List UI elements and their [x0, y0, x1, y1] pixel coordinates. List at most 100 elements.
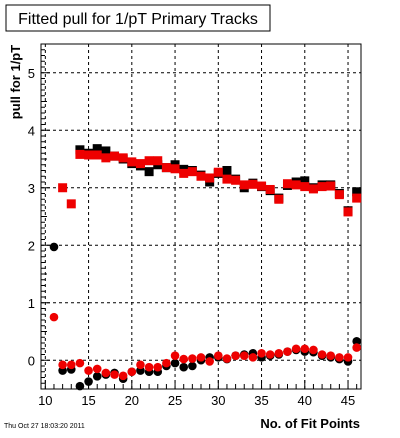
square-marker: [58, 183, 68, 193]
y-tick-label: 5: [28, 66, 35, 81]
square-marker: [308, 184, 318, 194]
x-tick-label: 25: [168, 393, 182, 408]
diamond-marker: [213, 351, 223, 360]
square-marker: [231, 175, 241, 185]
grid-lines: [41, 44, 361, 389]
x-tick-label: 10: [38, 393, 52, 408]
diamond-marker: [136, 360, 145, 370]
diamond-marker: [326, 351, 336, 360]
axis-ticks: [41, 43, 358, 390]
diamond-marker: [84, 366, 93, 375]
square-marker: [282, 179, 292, 189]
diamond-marker: [101, 368, 111, 378]
square-marker: [118, 153, 128, 163]
square-marker: [300, 182, 310, 192]
circle-marker: [188, 361, 197, 371]
diamond-marker: [205, 357, 214, 366]
footer-timestamp: Thu Oct 27 18:03:20 2011: [4, 423, 85, 430]
diamond-marker: [239, 351, 249, 360]
diamond-marker: [127, 367, 137, 377]
diamond-marker: [118, 371, 128, 381]
diamond-marker: [283, 347, 292, 356]
diamond-marker: [66, 360, 76, 370]
diamond-marker: [153, 362, 163, 372]
square-marker: [135, 159, 145, 169]
plot-frame: [40, 43, 362, 390]
x-tick-label: 40: [298, 393, 312, 408]
diamond-marker: [144, 362, 154, 372]
square-marker: [144, 156, 154, 166]
diamond-marker: [58, 360, 67, 370]
square-marker: [257, 181, 267, 191]
circle-marker: [170, 358, 180, 368]
title-box: Fitted pull for 1/pT Primary Tracks: [5, 4, 271, 32]
square-marker: [334, 190, 344, 200]
square-marker: [317, 182, 327, 192]
x-tick-label: 30: [211, 393, 225, 408]
circle-marker: [75, 381, 85, 391]
diamond-marker: [75, 358, 85, 368]
square-marker: [101, 153, 111, 163]
square-marker: [84, 150, 94, 160]
square-marker: [179, 168, 189, 178]
diamond-marker: [291, 344, 301, 354]
circle-marker: [179, 362, 189, 372]
diamond-marker: [274, 349, 284, 358]
x-tick-label: 15: [81, 393, 95, 408]
y-tick-label: 0: [28, 353, 35, 368]
square-marker: [222, 174, 232, 184]
x-tick-label: 45: [341, 393, 355, 408]
square-marker: [352, 187, 362, 197]
diamond-marker: [188, 354, 197, 363]
circle-marker: [352, 336, 361, 346]
square-marker: [66, 199, 76, 209]
diamond-marker: [110, 370, 119, 379]
square-marker: [239, 180, 249, 190]
square-marker: [110, 151, 120, 161]
square-marker: [274, 194, 284, 204]
diamond-marker: [309, 345, 318, 355]
square-marker: [196, 171, 206, 181]
x-tick-label: 20: [125, 393, 139, 408]
diamond-marker: [231, 351, 240, 360]
square-marker: [161, 163, 171, 173]
square-marker: [75, 145, 85, 155]
x-tick-label: 35: [254, 393, 268, 408]
square-marker: [222, 166, 232, 175]
square-marker: [352, 193, 362, 203]
diamond-marker: [317, 350, 327, 359]
diamond-marker: [265, 350, 275, 359]
square-marker: [343, 207, 353, 217]
square-marker: [326, 181, 336, 191]
diamond-marker: [257, 349, 266, 358]
diamond-marker: [179, 354, 189, 364]
square-marker: [187, 167, 197, 177]
square-marker: [153, 156, 163, 166]
plot-border: [40, 43, 362, 390]
x-axis-label: No. of Fit Points: [260, 416, 360, 431]
diamond-marker: [335, 353, 344, 362]
square-marker: [75, 149, 85, 159]
diamond-marker: [196, 353, 206, 362]
circle-marker: [84, 377, 93, 386]
square-marker: [101, 146, 111, 156]
square-marker: [127, 157, 137, 167]
diamond-marker: [92, 364, 102, 374]
square-marker: [205, 173, 215, 183]
title-frame: [5, 4, 271, 32]
square-marker: [92, 150, 102, 160]
data-markers: [49, 144, 362, 391]
square-marker: [144, 167, 154, 177]
y-tick-label: 4: [28, 123, 35, 138]
diamond-marker: [248, 353, 258, 362]
diamond-marker: [49, 312, 59, 322]
diamond-marker: [300, 344, 310, 354]
square-marker: [300, 176, 310, 186]
y-tick-label: 3: [28, 181, 35, 196]
diamond-marker: [170, 351, 180, 360]
diamond-marker: [343, 353, 353, 362]
diamond-marker: [222, 354, 232, 363]
